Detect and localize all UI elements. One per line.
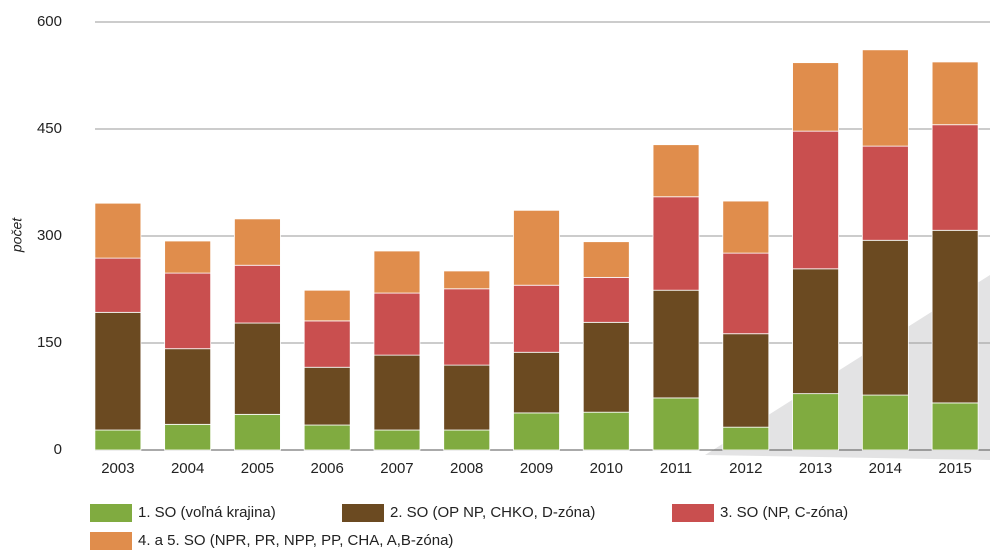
bar-segment <box>652 289 700 399</box>
bar-segment <box>652 397 700 451</box>
legend-label: 2. SO (OP NP, CHKO, D-zóna) <box>390 504 595 521</box>
bar-segment <box>443 364 491 431</box>
legend-swatch <box>672 504 714 522</box>
bar-segment <box>234 218 281 266</box>
bar-segment <box>792 130 839 270</box>
x-tick-label: 2011 <box>660 460 692 477</box>
bar-segment <box>443 288 491 366</box>
y-tick-label: 450 <box>37 120 62 137</box>
bar-segment <box>303 366 351 426</box>
y-tick-label: 600 <box>37 13 62 30</box>
bar-segment <box>164 423 212 451</box>
bar-segment <box>582 321 630 413</box>
x-tick-label: 2014 <box>869 460 902 477</box>
bar-segment <box>652 144 700 198</box>
bar-segment <box>373 429 421 451</box>
bar-segment <box>722 200 770 254</box>
x-tick-label: 2010 <box>590 460 623 477</box>
legend-swatch <box>342 504 384 522</box>
legend-label: 1. SO (voľná krajina) <box>138 504 276 521</box>
bar-segment <box>582 276 630 323</box>
y-tick-label: 0 <box>54 441 62 458</box>
x-tick-label: 2013 <box>799 460 832 477</box>
bar-segment <box>582 241 630 278</box>
bar-segment <box>652 196 700 291</box>
bar-segment <box>94 429 142 451</box>
bar-segment <box>722 333 770 428</box>
bar-segment <box>931 402 979 451</box>
legend-label: 4. a 5. SO (NPR, PR, NPP, PP, CHA, A,B-z… <box>138 532 453 549</box>
bar-segment <box>792 268 839 395</box>
bar-segment <box>513 284 560 353</box>
bar-segment <box>861 49 909 147</box>
x-tick-label: 2015 <box>938 460 971 477</box>
bar-segment <box>234 264 281 324</box>
bar-segment <box>722 426 770 451</box>
bar-segment <box>722 252 770 335</box>
legend-swatch <box>90 532 132 550</box>
legend-label: 3. SO (NP, C-zóna) <box>720 504 848 521</box>
bar-segment <box>373 292 421 356</box>
x-tick-label: 2004 <box>171 460 204 477</box>
bar-segment <box>164 240 212 274</box>
bar-segment <box>303 424 351 451</box>
x-tick-label: 2009 <box>520 460 553 477</box>
bar-segment <box>443 270 491 290</box>
bar-segment <box>94 202 142 259</box>
legend-swatch <box>90 504 132 522</box>
bar-segment <box>234 322 281 415</box>
x-tick-label: 2007 <box>380 460 413 477</box>
bar-segment <box>373 250 421 294</box>
bar-segment <box>94 257 142 313</box>
y-axis-label: počet <box>9 217 25 253</box>
y-tick-label: 300 <box>37 227 62 244</box>
x-tick-label: 2008 <box>450 460 483 477</box>
bar-segment <box>513 412 560 451</box>
bar-segment <box>792 393 839 451</box>
bar-segment <box>861 239 909 396</box>
bar-segment <box>303 289 351 322</box>
x-tick-label: 2006 <box>311 460 344 477</box>
bar-segment <box>513 209 560 286</box>
y-tick-label: 150 <box>37 334 62 351</box>
bar-segment <box>94 311 142 431</box>
bar-segment <box>792 62 839 132</box>
bar-segment <box>861 394 909 451</box>
bar-segment <box>234 413 281 451</box>
decoration <box>705 275 990 460</box>
bar-segment <box>931 124 979 231</box>
bar-segment <box>861 145 909 241</box>
bar-segment <box>931 61 979 126</box>
bar-segment <box>443 429 491 451</box>
bar-segment <box>164 348 212 425</box>
x-tick-label: 2005 <box>241 460 274 477</box>
bar-segment <box>164 272 212 350</box>
bar-segment <box>582 411 630 451</box>
bar-segment <box>373 354 421 431</box>
bar-segment <box>303 320 351 368</box>
x-tick-label: 2012 <box>729 460 762 477</box>
bar-segment <box>513 351 560 414</box>
bar-segment <box>931 229 979 404</box>
x-tick-label: 2003 <box>101 460 134 477</box>
